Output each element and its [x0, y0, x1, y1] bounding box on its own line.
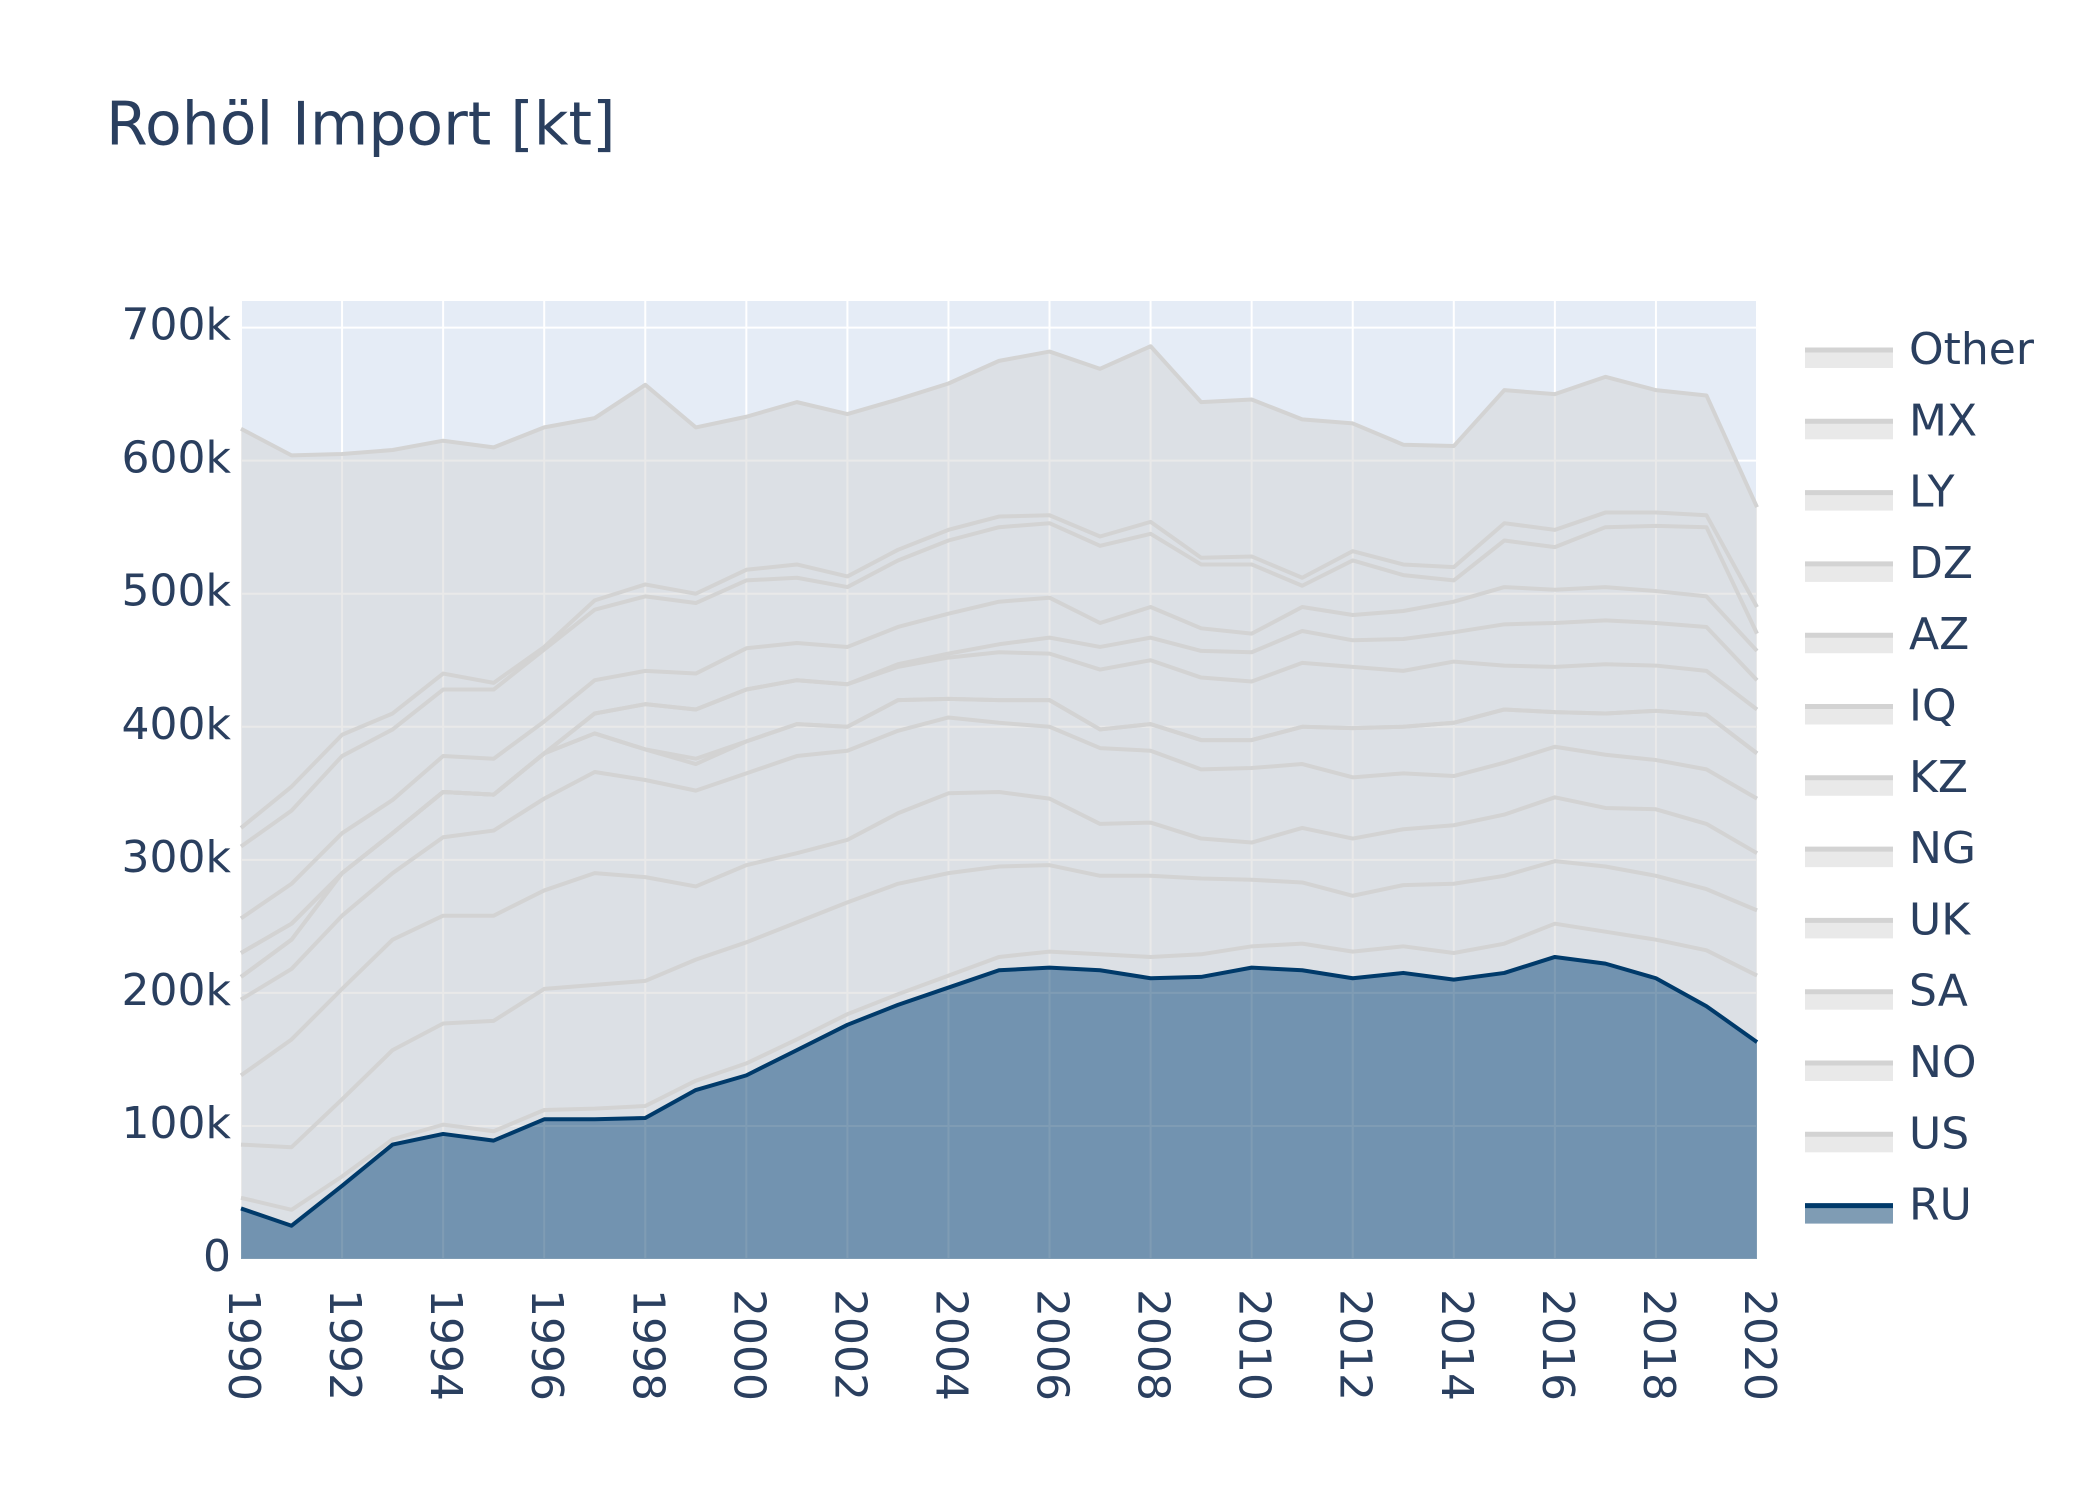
x-tick-label: 1998 — [622, 1289, 673, 1401]
area-line — [239, 521, 1759, 849]
x-tick-label: 2008 — [1128, 1289, 1179, 1401]
x-tick-label: 1996 — [521, 1289, 572, 1401]
legend-swatch — [1805, 492, 1893, 511]
chart-title: Rohöl Import [kt] — [106, 90, 615, 160]
y-tick-label: 600k — [122, 433, 232, 484]
x-tick-label: 1994 — [420, 1289, 471, 1401]
legend-swatch — [1805, 421, 1893, 440]
x-tick-label: 2004 — [925, 1289, 976, 1401]
legend-label: AZ — [1909, 609, 1969, 660]
legend-label: LY — [1909, 467, 1955, 518]
legend-label: DZ — [1909, 538, 1973, 589]
area-line — [239, 510, 1759, 830]
y-tick-label: 0 — [203, 1231, 231, 1282]
x-tick-label: 2012 — [1330, 1289, 1381, 1401]
area-line — [240, 344, 1759, 509]
legend-swatch — [1805, 1134, 1893, 1153]
x-tick-label: 2018 — [1633, 1289, 1684, 1401]
area-fill — [241, 652, 1757, 977]
area-line — [239, 715, 1759, 1002]
x-tick-label: 2006 — [1027, 1289, 1078, 1401]
x-tick-label: 2002 — [824, 1289, 875, 1401]
legend-label: KZ — [1909, 752, 1968, 803]
legend-swatch — [1805, 991, 1893, 1010]
x-tick-label: 1992 — [319, 1289, 370, 1401]
legend-swatch — [1805, 563, 1893, 582]
x-tick-label: 2020 — [1734, 1289, 1785, 1401]
x-tick-label: 2000 — [723, 1289, 774, 1401]
legend-swatch — [1805, 635, 1893, 654]
legend-swatch — [1805, 1063, 1893, 1081]
y-tick-label: 700k — [122, 300, 232, 351]
area-fill — [241, 956, 1757, 1259]
y-tick-label: 400k — [122, 699, 232, 750]
legend-swatch — [1805, 920, 1893, 939]
area-fill — [241, 923, 1757, 1226]
legend-label: NG — [1909, 823, 1976, 874]
legend-label: US — [1909, 1108, 1969, 1159]
y-tick-label: 300k — [122, 832, 232, 883]
area-fill — [241, 523, 1757, 919]
area-fill — [241, 512, 1757, 847]
x-tick-label: 2016 — [1532, 1289, 1583, 1401]
x-tick-label: 1990 — [218, 1289, 269, 1401]
y-tick-label: 500k — [122, 566, 232, 617]
area-fill — [241, 346, 1757, 828]
area-line — [240, 859, 1758, 1150]
area-line — [239, 585, 1759, 921]
legend-label: Other — [1909, 324, 2035, 375]
legend-label: RU — [1909, 1180, 1972, 1231]
area-line — [240, 954, 1759, 1228]
area-fill — [241, 791, 1757, 1148]
legend-swatch — [1805, 1205, 1893, 1224]
legend-swatch — [1805, 350, 1893, 368]
legend-label: NO — [1909, 1037, 1977, 1088]
area-fill — [241, 587, 1757, 953]
legend-label: IQ — [1909, 681, 1957, 732]
area-line — [240, 921, 1758, 1212]
x-tick-label: 2010 — [1229, 1289, 1280, 1401]
area-line — [239, 789, 1759, 1078]
legend-label: MX — [1909, 395, 1977, 446]
area-line — [239, 696, 1759, 979]
y-tick-label: 100k — [122, 1098, 232, 1149]
legend-label: UK — [1909, 894, 1971, 945]
legend-swatch — [1805, 849, 1893, 868]
legend-swatch — [1805, 706, 1893, 725]
legend-label: SA — [1909, 966, 1968, 1017]
x-tick-label: 2014 — [1431, 1289, 1482, 1401]
area-fill — [241, 717, 1757, 1076]
legend-swatch — [1805, 777, 1893, 796]
y-tick-label: 200k — [122, 965, 232, 1016]
area-fill — [241, 620, 1757, 953]
